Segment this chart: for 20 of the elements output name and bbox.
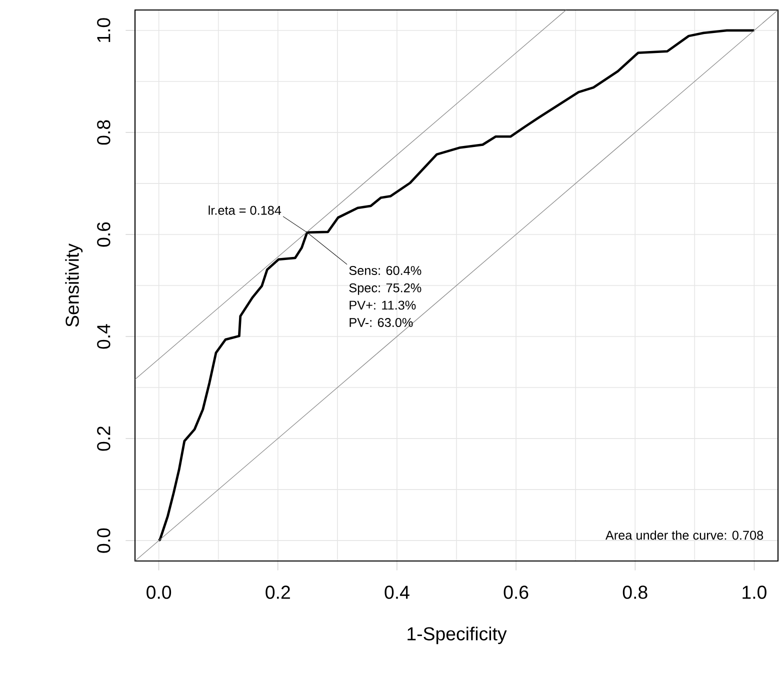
y-tick-label: 0.6 (97, 222, 110, 247)
y-tick-label: 1.0 (97, 18, 110, 42)
annotation: lr.eta = 0.184 (208, 206, 282, 215)
x-tick-label: 0.0 (146, 586, 172, 599)
annotation: Area under the curve: 0.708 (605, 530, 764, 540)
annotation: Sens: 60.4% (349, 266, 422, 275)
annotation: Spec: 75.2% (349, 283, 422, 295)
x-tick-label: 0.6 (504, 586, 528, 599)
y-tick-label: 0.8 (97, 120, 110, 145)
x-tick-label: 0.8 (622, 586, 648, 599)
annotation: PV-: 63.0% (350, 318, 413, 327)
x-tick-label: 0.4 (384, 586, 410, 599)
x-tick-label: 0.2 (266, 586, 290, 599)
annotation: PV+: 11.3% (350, 300, 416, 310)
y-axis-title: Sensitivity (65, 244, 83, 327)
x-axis-title: 1-Specificity (408, 626, 507, 644)
y-tick-label: 0.2 (97, 426, 110, 451)
y-tick-label: 0.0 (97, 528, 110, 553)
x-tick-label: 1.0 (742, 586, 766, 599)
y-tick-label: 0.4 (97, 324, 110, 349)
